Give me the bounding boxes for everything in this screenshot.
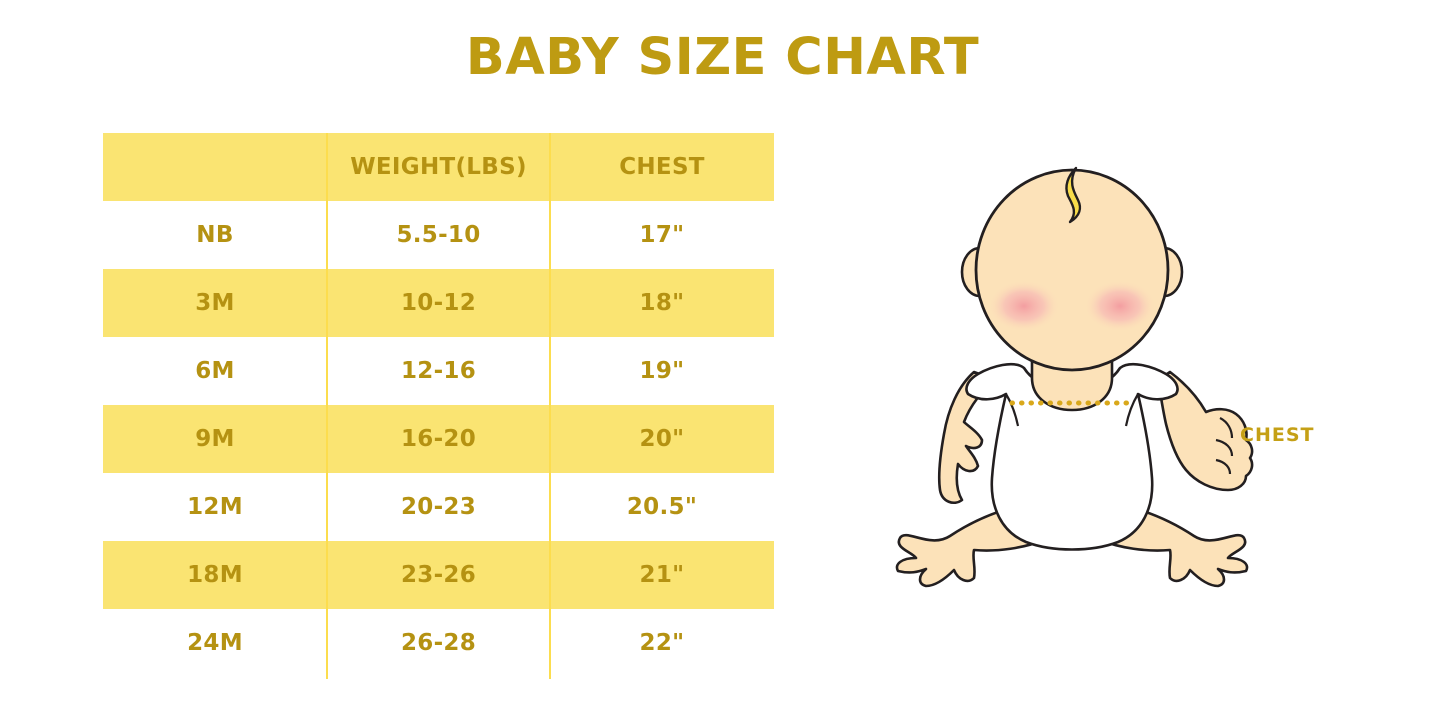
table-row: 18M 23-26 21"	[103, 541, 774, 609]
baby-arms	[937, 370, 1254, 504]
chest-measure-label: CHEST	[1240, 424, 1315, 446]
cell-chest: 20.5"	[550, 473, 774, 541]
header-weight: WEIGHT(LBS)	[327, 133, 550, 201]
table-row: 24M 26-28 22"	[103, 609, 774, 677]
cell-size: 6M	[103, 337, 327, 405]
cell-weight: 10-12	[327, 269, 550, 337]
cell-size: NB	[103, 201, 327, 269]
cell-chest: 17"	[550, 201, 774, 269]
cell-size: 24M	[103, 609, 327, 677]
baby-size-table: WEIGHT(LBS) CHEST NB 5.5-10 17" 3M 10-12 18" 6…	[103, 133, 774, 677]
cell-chest: 19"	[550, 337, 774, 405]
blush-left	[988, 280, 1060, 332]
cell-size: 3M	[103, 269, 327, 337]
cell-weight: 23-26	[327, 541, 550, 609]
baby-onesie	[965, 362, 1179, 551]
cell-chest: 18"	[550, 269, 774, 337]
column-divider-2	[549, 133, 551, 679]
cell-weight: 20-23	[327, 473, 550, 541]
cell-size: 12M	[103, 473, 327, 541]
table-row: 3M 10-12 18"	[103, 269, 774, 337]
table-header-row: WEIGHT(LBS) CHEST	[103, 133, 774, 201]
cell-size: 18M	[103, 541, 327, 609]
column-divider-1	[326, 133, 328, 679]
cell-chest: 21"	[550, 541, 774, 609]
cell-chest: 20"	[550, 405, 774, 473]
header-chest: CHEST	[550, 133, 774, 201]
cell-weight: 5.5-10	[327, 201, 550, 269]
table-row: NB 5.5-10 17"	[103, 201, 774, 269]
blush-right	[1084, 280, 1156, 332]
cell-weight: 12-16	[327, 337, 550, 405]
table-row: 6M 12-16 19"	[103, 337, 774, 405]
cell-size: 9M	[103, 405, 327, 473]
hair-curl-icon	[1065, 166, 1082, 224]
table-body: NB 5.5-10 17" 3M 10-12 18" 6M 12-16 19" 9M 16-20 20…	[103, 201, 774, 677]
cell-chest: 22"	[550, 609, 774, 677]
page-title: BABY SIZE CHART	[465, 28, 980, 87]
cell-weight: 16-20	[327, 405, 550, 473]
baby-head	[974, 168, 1170, 372]
baby-illustration	[895, 166, 1254, 588]
table-row: 9M 16-20 20"	[103, 405, 774, 473]
table-row: 12M 20-23 20.5"	[103, 473, 774, 541]
header-size	[103, 133, 327, 201]
cell-weight: 26-28	[327, 609, 550, 677]
